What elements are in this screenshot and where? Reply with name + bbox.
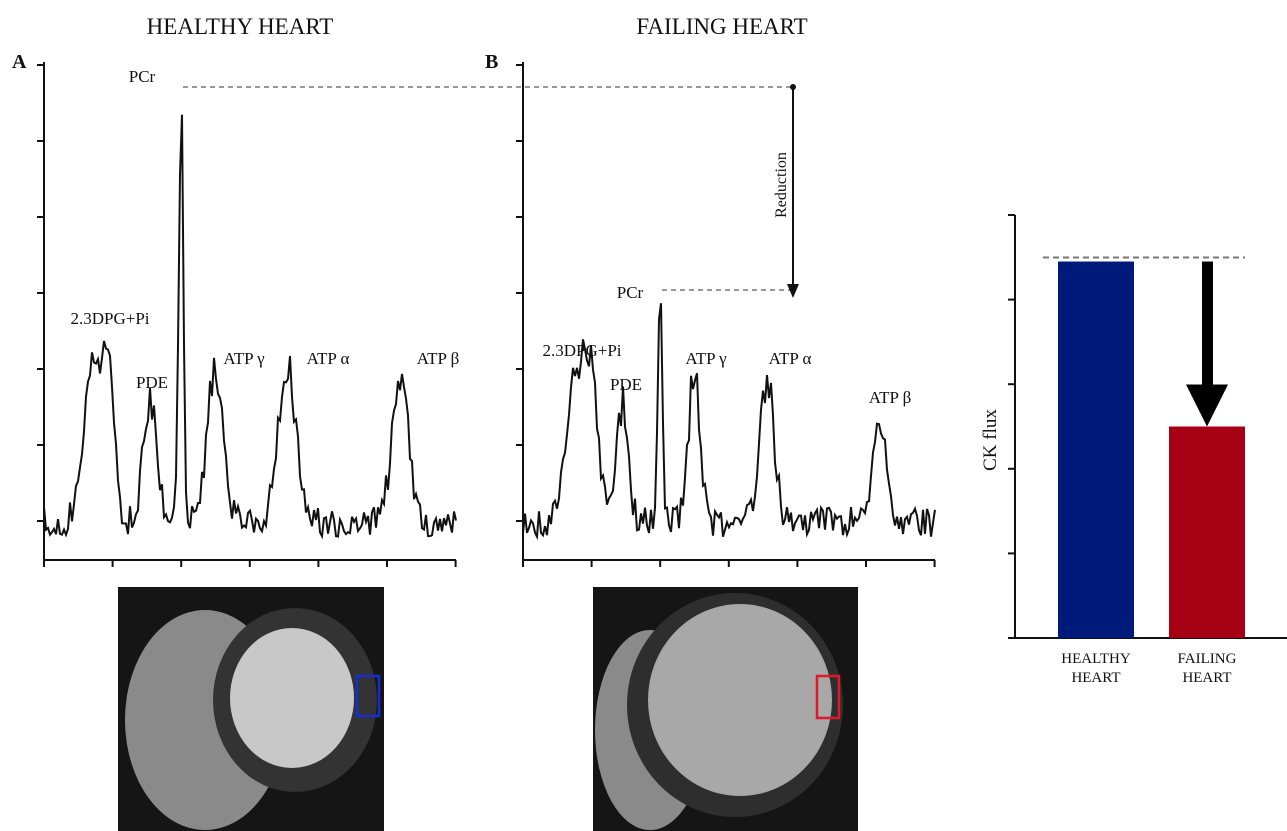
mri-failing <box>593 587 858 831</box>
peak-label: 2.3DPG+Pi <box>542 341 621 360</box>
panel-label: B <box>485 51 498 73</box>
bar <box>1169 426 1245 638</box>
title: HEALTHY HEART <box>147 14 334 39</box>
bar <box>1058 261 1134 638</box>
peak-label: ATP β <box>417 349 460 368</box>
peak-label: PDE <box>610 375 642 394</box>
y-axis-label: CK flux <box>980 409 1001 471</box>
x-tick-label: HEALTHY HEART <box>1061 651 1131 686</box>
arrow-head <box>1186 384 1228 427</box>
peak-label: ATP γ <box>685 349 727 368</box>
peak-label: ATP γ <box>223 349 265 368</box>
spectrum <box>522 303 936 541</box>
mri-healthy <box>118 587 384 831</box>
peak-label: PDE <box>136 373 168 392</box>
peak-label: ATP α <box>769 349 812 368</box>
peak-label: PCr <box>617 283 644 302</box>
arrow <box>1202 261 1213 387</box>
peak-label: ATP β <box>869 388 912 407</box>
panel-label: A <box>12 51 27 73</box>
arrow-head <box>787 284 799 298</box>
annotation: Reduction <box>773 152 790 218</box>
peak-label: 2.3DPG+Pi <box>70 309 149 328</box>
title: FAILING HEART <box>636 14 807 39</box>
peak-label: ATP α <box>307 349 350 368</box>
spectrum <box>43 114 457 540</box>
peak-label: PCr <box>129 67 156 86</box>
x-tick-label: FAILING HEART <box>1177 651 1237 686</box>
